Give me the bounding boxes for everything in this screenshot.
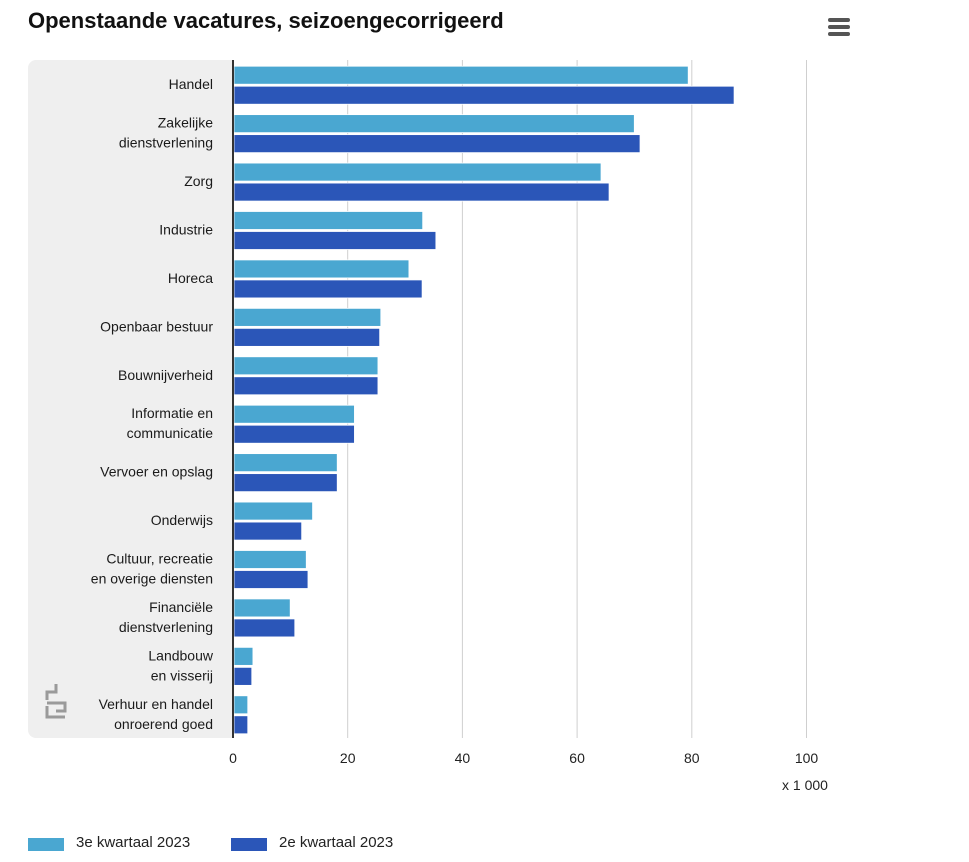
- x-axis-unit-label: x 1 000: [782, 777, 828, 793]
- category-label-verhuur-en-handel-onroerend-goed: Verhuur en handel onroerend goed: [99, 696, 213, 732]
- chart-title: Openstaande vacatures, seizoengecorrigee…: [28, 8, 504, 33]
- category-label-cultuur-recreatie-en-overige-diensten: Cultuur, recreatie en overige diensten: [91, 551, 213, 587]
- bar-zorg-2e-kwartaal-2023[interactable]: [233, 182, 610, 202]
- bar-industrie-2e-kwartaal-2023[interactable]: [233, 231, 437, 250]
- bar-zakelijke-dienstverlening-3e-kwartaal-2023[interactable]: [233, 114, 635, 134]
- bar-handel-2e-kwartaal-2023[interactable]: [233, 85, 735, 105]
- x-tick-label-20: 20: [340, 750, 356, 766]
- category-label-financiele-dienstverlening: Financiële dienstverlening: [119, 599, 213, 635]
- legend: 3e kwartaal 2023 2e kwartaal 2023: [0, 834, 969, 854]
- bar-industrie-3e-kwartaal-2023[interactable]: [233, 211, 424, 230]
- bar-zakelijke-dienstverlening-2e-kwartaal-2023[interactable]: [233, 134, 641, 154]
- x-tick-label-60: 60: [569, 750, 585, 766]
- category-label-openbaar-bestuur: Openbaar bestuur: [100, 318, 213, 334]
- x-tick-label-100: 100: [795, 750, 819, 766]
- hamburger-menu-icon[interactable]: [826, 14, 854, 40]
- bar-financiele-dienstverlening-3e-kwartaal-2023[interactable]: [233, 598, 291, 618]
- category-label-industrie: Industrie: [159, 222, 213, 238]
- bar-verhuur-en-handel-onroerend-goed-3e-kwartaal-2023[interactable]: [233, 695, 249, 715]
- bar-bouwnijverheid-2e-kwartaal-2023[interactable]: [233, 376, 379, 396]
- category-label-landbouw-en-visserij: Landbouw en visserij: [148, 647, 214, 683]
- legend-label-3e-kwartaal-2023: 3e kwartaal 2023: [76, 834, 191, 851]
- legend-swatch-2e-kwartaal-2023: [231, 838, 267, 851]
- category-label-bouwnijverheid: Bouwnijverheid: [118, 367, 213, 383]
- category-label-zakelijke-dienstverlening: Zakelijke dienstverlening: [119, 115, 213, 151]
- legend-label-2e-kwartaal-2023: 2e kwartaal 2023: [279, 834, 394, 851]
- bar-informatie-en-communicatie-3e-kwartaal-2023[interactable]: [233, 404, 355, 424]
- cbs-logo: [45, 684, 67, 719]
- bar-verhuur-en-handel-onroerend-goed-2e-kwartaal-2023[interactable]: [233, 715, 249, 735]
- category-label-horeca: Horeca: [168, 270, 213, 286]
- category-label-handel: Handel: [169, 76, 213, 92]
- category-label-vervoer-en-opslag: Vervoer en opslag: [100, 464, 213, 480]
- bar-vervoer-en-opslag-3e-kwartaal-2023[interactable]: [233, 453, 338, 473]
- category-label-zorg: Zorg: [184, 173, 213, 189]
- bar-handel-3e-kwartaal-2023[interactable]: [233, 65, 689, 85]
- category-labels: Handel Zakelijke dienstverlening Zorg Indust…: [91, 76, 214, 732]
- x-tick-label-0: 0: [229, 750, 237, 766]
- bar-bouwnijverheid-3e-kwartaal-2023[interactable]: [233, 356, 379, 376]
- bar-landbouw-en-visserij-3e-kwartaal-2023[interactable]: [233, 646, 254, 666]
- category-label-informatie-en-communicatie: Informatie en communicatie: [127, 405, 214, 441]
- bar-vervoer-en-opslag-2e-kwartaal-2023[interactable]: [233, 473, 338, 493]
- bar-financiele-dienstverlening-2e-kwartaal-2023[interactable]: [233, 618, 296, 638]
- bar-horeca-2e-kwartaal-2023[interactable]: [233, 279, 423, 299]
- bar-informatie-en-communicatie-2e-kwartaal-2023[interactable]: [233, 424, 355, 444]
- category-label-panel: [28, 60, 233, 738]
- bar-openbaar-bestuur-2e-kwartaal-2023[interactable]: [233, 327, 381, 347]
- bar-onderwijs-2e-kwartaal-2023[interactable]: [233, 521, 303, 541]
- bar-landbouw-en-visserij-2e-kwartaal-2023[interactable]: [233, 666, 253, 686]
- category-label-onderwijs: Onderwijs: [151, 512, 213, 528]
- bars: [233, 65, 735, 735]
- x-tick-label-40: 40: [455, 750, 471, 766]
- bar-onderwijs-3e-kwartaal-2023[interactable]: [233, 501, 313, 521]
- bar-cultuur-recreatie-en-overige-diensten-2e-kwartaal-2023[interactable]: [233, 570, 309, 589]
- x-tick-labels: 0 20 40 60 80 100: [229, 750, 818, 766]
- bar-openbaar-bestuur-3e-kwartaal-2023[interactable]: [233, 307, 382, 327]
- x-tick-label-80: 80: [684, 750, 700, 766]
- bar-horeca-3e-kwartaal-2023[interactable]: [233, 259, 410, 279]
- legend-swatch-3e-kwartaal-2023: [28, 838, 64, 851]
- grid-lines: [347, 60, 807, 738]
- bar-zorg-3e-kwartaal-2023[interactable]: [233, 162, 602, 182]
- bar-cultuur-recreatie-en-overige-diensten-3e-kwartaal-2023[interactable]: [233, 550, 307, 569]
